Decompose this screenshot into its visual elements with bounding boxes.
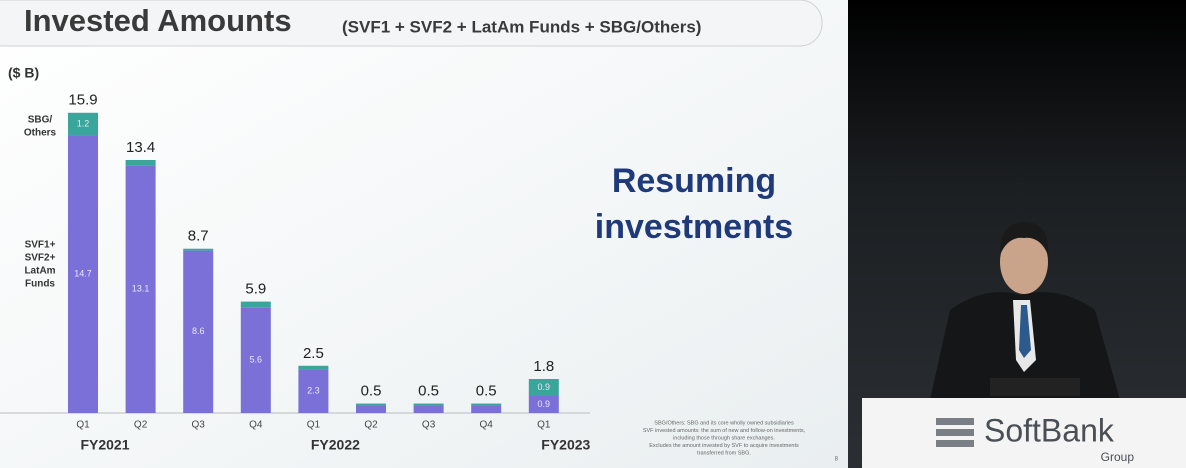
segment-label: 0.9 <box>538 399 551 409</box>
bar-segment <box>298 369 329 413</box>
footnote: Excludes the amount invested by SVF to a… <box>649 443 799 449</box>
callout: Resuming investments <box>595 162 793 246</box>
total-label: 0.5 <box>361 383 382 400</box>
bar-segment <box>183 248 214 251</box>
footnote: transferred from SBG. <box>697 450 751 456</box>
legend-label: SBG/Others <box>24 114 57 138</box>
segment-label: 13.1 <box>132 284 150 294</box>
x-tick-label: Q2 <box>364 420 378 431</box>
group-label: FY2022 <box>311 437 360 453</box>
segment-label: 1.2 <box>77 118 90 128</box>
footnotes: SBG/Others: SBG and its core wholly owne… <box>643 420 806 456</box>
bar-segment <box>413 403 444 406</box>
bar-segment <box>68 135 98 413</box>
footnote: including those through share exchanges. <box>673 435 775 441</box>
segment-label: 5.6 <box>250 355 263 365</box>
total-label: 0.5 <box>418 383 439 400</box>
legend-label: SVF1+ SVF2+ LatAm Funds <box>24 239 55 289</box>
monitor <box>990 378 1080 396</box>
x-tick-label: Q3 <box>192 420 206 431</box>
bar-segment <box>356 405 386 413</box>
x-tick-label: Q1 <box>537 420 551 431</box>
bar-segment <box>471 405 502 413</box>
bar-segment <box>528 396 559 413</box>
speaker-head <box>1000 230 1048 294</box>
bar-segment <box>298 365 329 370</box>
total-label: 13.4 <box>126 139 155 156</box>
logo-sub: Group <box>1101 450 1135 464</box>
x-tick-label: Q3 <box>422 420 436 431</box>
x-tick-label: Q2 <box>134 420 148 431</box>
page-number: 8 <box>835 457 839 463</box>
total-label: 0.5 <box>476 383 497 400</box>
logo-bar <box>936 440 974 447</box>
total-label: 2.5 <box>303 345 324 362</box>
bar-segment <box>125 159 156 166</box>
x-tick-label: Q4 <box>249 420 263 431</box>
logo-bar <box>936 429 974 436</box>
bar-segment <box>528 379 559 397</box>
bar-segment <box>240 307 271 413</box>
title: Invested Amounts <box>24 3 292 38</box>
hair <box>1000 222 1049 255</box>
segment-label: 8.6 <box>192 326 205 336</box>
logo-bar <box>936 418 974 425</box>
total-label: 15.9 <box>68 92 97 109</box>
x-tick-label: Q1 <box>76 420 90 431</box>
total-label: 1.8 <box>533 358 554 375</box>
bar-segment <box>183 250 214 413</box>
podium <box>862 398 1186 468</box>
segment-label: 14.7 <box>74 269 92 279</box>
total-label: 5.9 <box>245 281 266 298</box>
bar-segment <box>240 301 271 308</box>
segment-label: 0.9 <box>538 382 551 392</box>
bar-segment <box>356 403 386 406</box>
x-tick-label: Q4 <box>480 420 494 431</box>
group-label: FY2023 <box>541 437 590 453</box>
total-label: 8.7 <box>188 228 209 245</box>
subtitle: (SVF1 + SVF2 + LatAm Funds + SBG/Others) <box>342 17 701 36</box>
footnote: SVF invested amounts: the sum of new and… <box>643 428 806 434</box>
bar-segment <box>471 403 502 406</box>
footnote: SBG/Others: SBG and its core wholly owne… <box>654 420 794 426</box>
bar-segment <box>413 405 444 413</box>
x-tick-label: Q1 <box>307 420 321 431</box>
segment-label: 2.3 <box>307 386 320 396</box>
tie <box>1019 305 1031 358</box>
logo-text: SoftBank <box>984 412 1115 448</box>
group-label: FY2021 <box>80 437 129 453</box>
plot: 14.7 1.2 15.9 Q1 FY2021 13.1 13.4 Q2 8.6 8.7 Q3 5.6… <box>0 92 591 453</box>
title-box <box>0 0 823 47</box>
unit-label: ($ B) <box>8 65 39 81</box>
bar-segment <box>68 112 98 136</box>
bar-segment <box>125 165 156 413</box>
